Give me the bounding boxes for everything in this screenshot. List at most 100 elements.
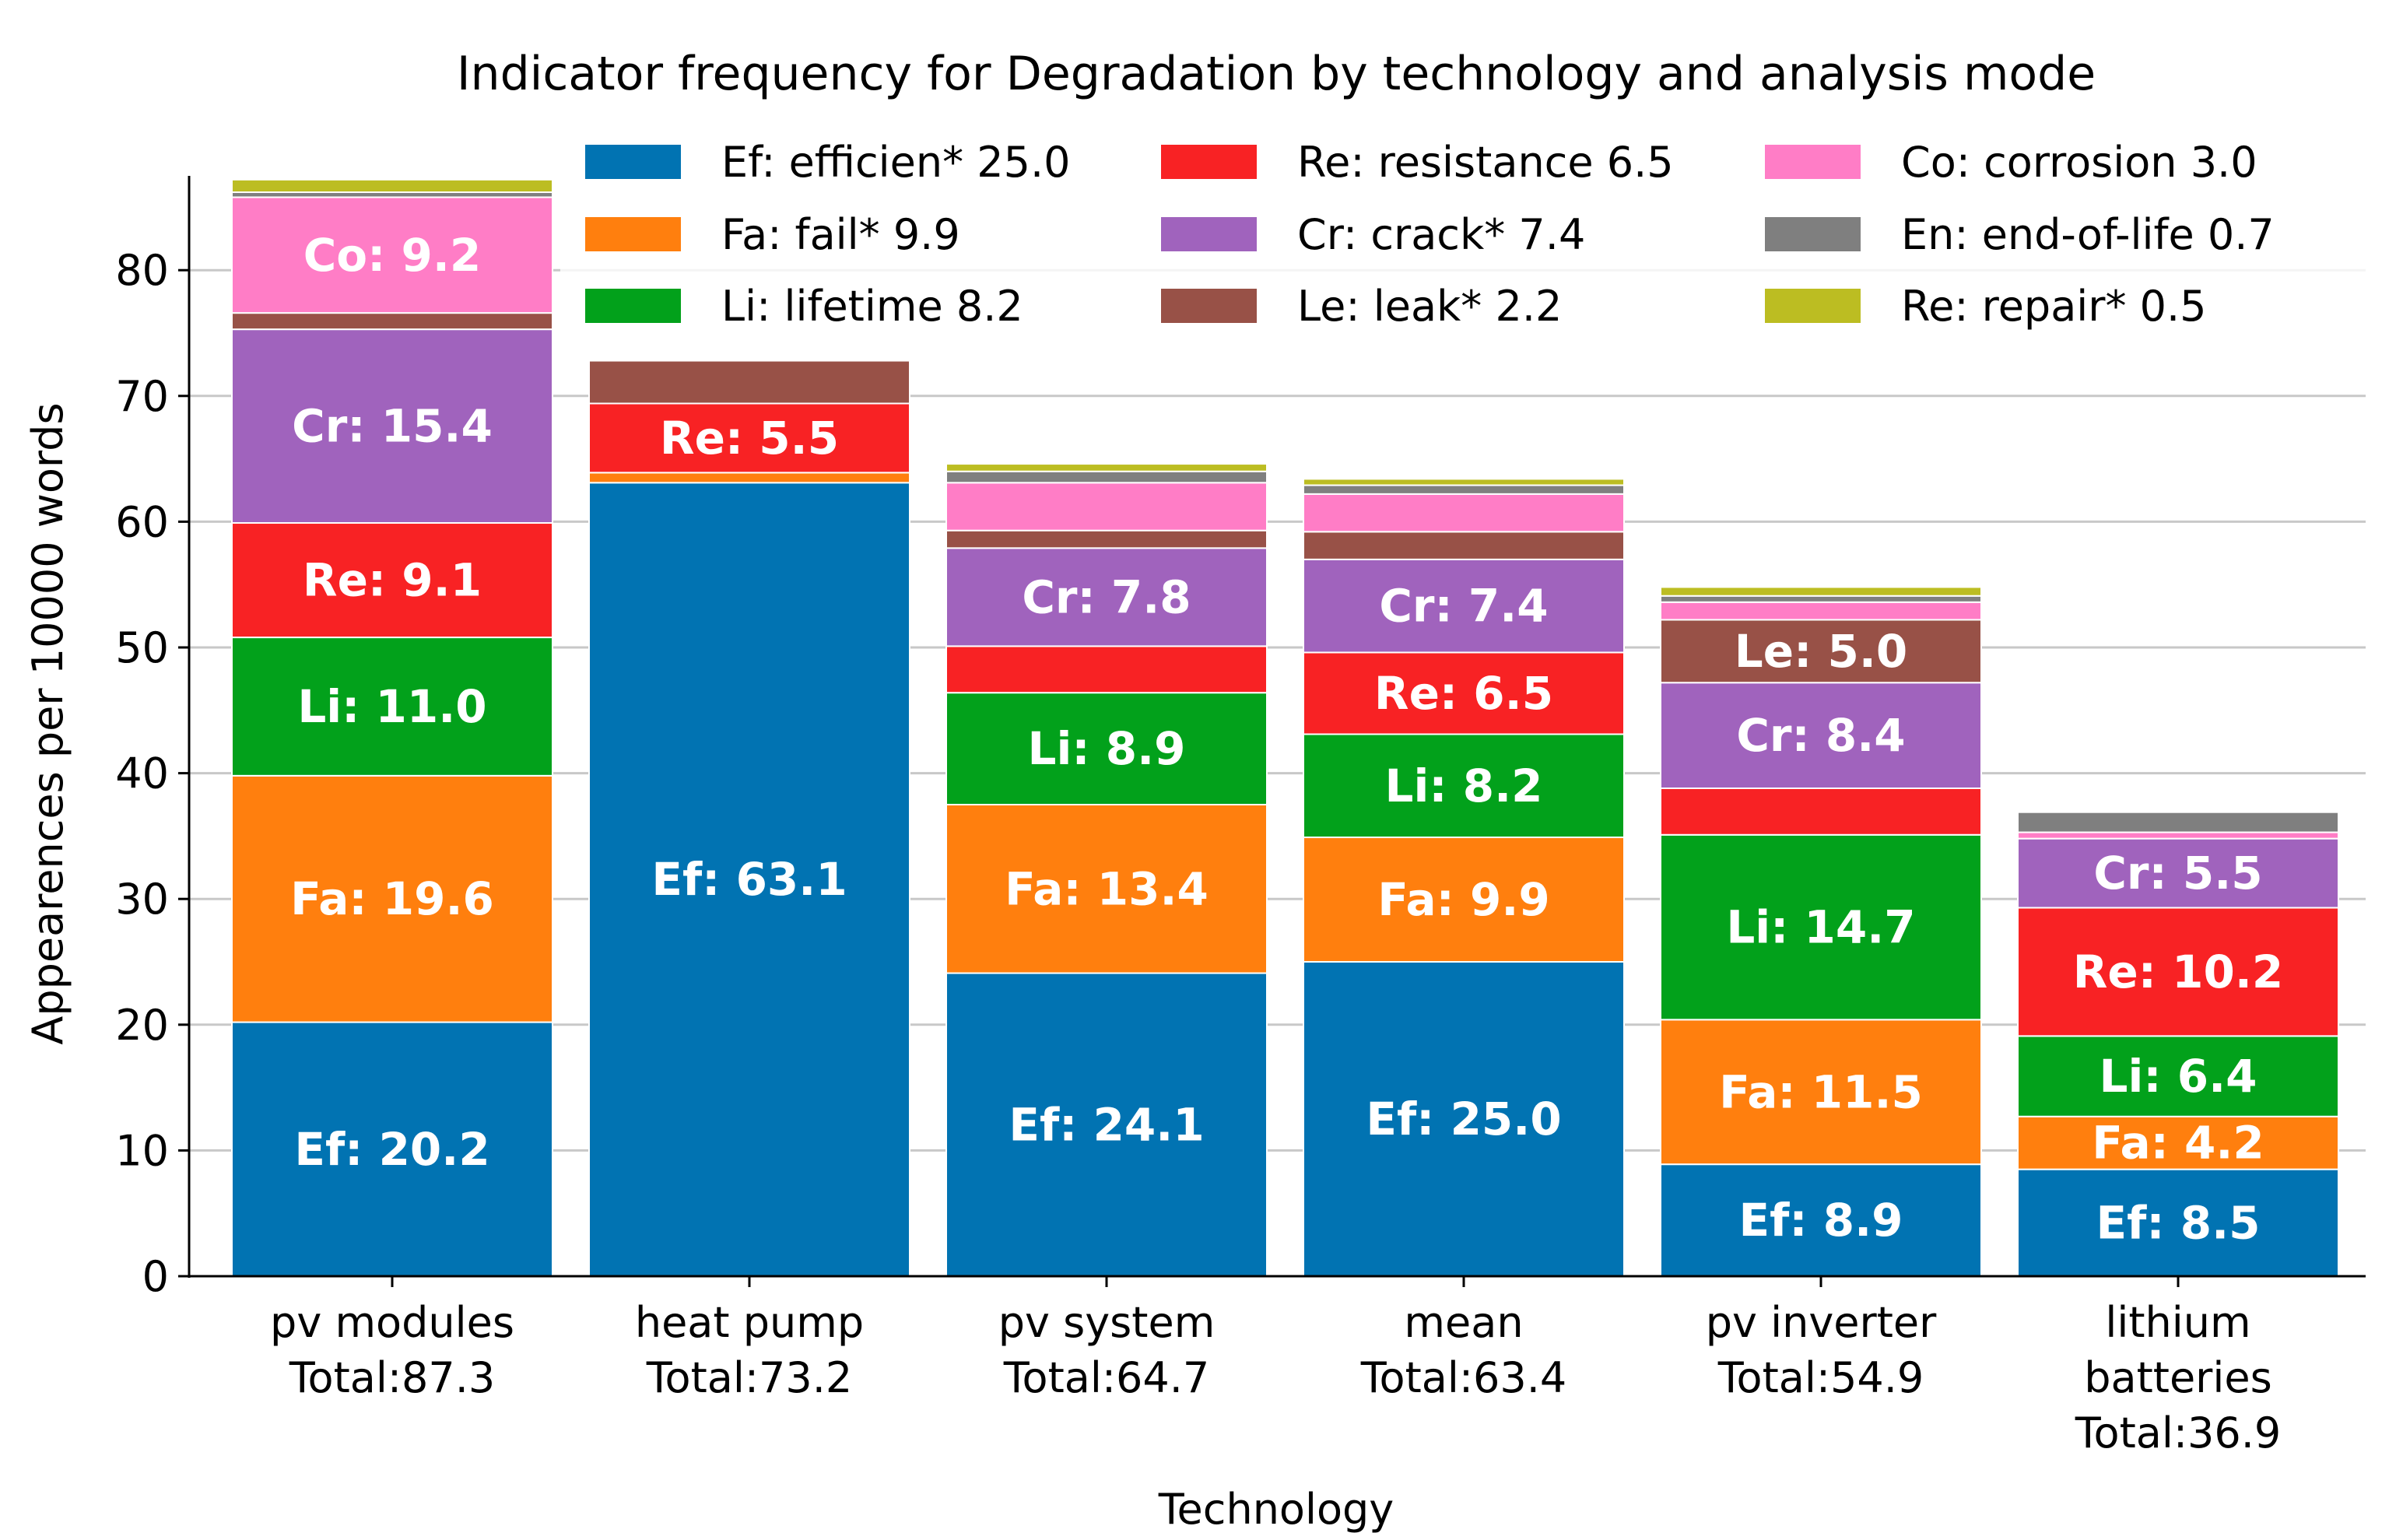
y-axis-label: Appearences per 10000 words bbox=[23, 402, 72, 1044]
bar-segment-fa bbox=[588, 472, 910, 484]
bar-value-label: Re: 5.5 bbox=[660, 412, 839, 465]
bar-value-label: Co: 9.2 bbox=[303, 229, 482, 282]
bar-segment-le bbox=[231, 312, 553, 331]
legend-label: Ef: efficien* 25.0 bbox=[721, 138, 1071, 187]
x-tick-label: lithium bbox=[2105, 1298, 2250, 1347]
bar-segment-cr bbox=[2017, 837, 2339, 909]
chart-title: Indicator frequency for Degradation by t… bbox=[457, 47, 2096, 101]
bar-segment-fa bbox=[1660, 1019, 1982, 1166]
bar-segment-co bbox=[1660, 601, 1982, 621]
legend-swatch-cr bbox=[1161, 217, 1257, 251]
bar-value-label: Cr: 7.4 bbox=[1379, 580, 1548, 633]
y-tick-label: 60 bbox=[115, 497, 169, 546]
legend-label: Le: leak* 2.2 bbox=[1297, 282, 1562, 331]
bar-value-label: Fa: 19.6 bbox=[290, 872, 494, 925]
y-tick-label: 0 bbox=[142, 1252, 169, 1301]
legend-swatch-ef bbox=[585, 145, 681, 179]
bars bbox=[231, 178, 2339, 1278]
axes bbox=[188, 176, 2366, 1278]
legend-swatch-re bbox=[1161, 145, 1257, 179]
bar-value-label: Cr: 8.4 bbox=[1736, 709, 1905, 762]
bar-segment-ef bbox=[2017, 1168, 2339, 1278]
x-tick-label: pv inverter bbox=[1706, 1298, 1937, 1347]
x-tick-label: heat pump bbox=[635, 1298, 864, 1347]
bar-value-label: Li: 8.2 bbox=[1385, 759, 1543, 812]
x-ticks: pv modules Total:87.3 heat pump Total:73.2 p… bbox=[270, 1276, 2281, 1458]
bar-value-label: Le: 5.0 bbox=[1735, 625, 1907, 678]
bar-segment-co bbox=[2017, 831, 2339, 840]
bar-value-label: Fa: 9.9 bbox=[1377, 873, 1550, 926]
bar-segment-cr bbox=[1660, 682, 1982, 789]
bar-segment-re bbox=[945, 645, 1268, 694]
x-tick-label: pv modules bbox=[270, 1298, 514, 1347]
bar-segment-co bbox=[1303, 493, 1625, 533]
x-tick-label: Total:63.4 bbox=[1360, 1353, 1567, 1402]
bar-value-label: Li: 14.7 bbox=[1726, 901, 1915, 954]
x-tick-label: Total:36.9 bbox=[2075, 1408, 2282, 1458]
y-ticks: 0 10 20 30 40 50 60 70 80 bbox=[115, 246, 189, 1301]
bar-segment-li bbox=[945, 692, 1268, 806]
bar-value-label: Cr: 5.5 bbox=[2093, 847, 2262, 900]
bar-segment-re2 bbox=[1660, 586, 1982, 597]
bar-segment-re bbox=[588, 402, 910, 474]
legend-swatch-le bbox=[1161, 289, 1257, 323]
x-tick-label: Total:73.2 bbox=[646, 1353, 853, 1402]
bar-segment-en bbox=[945, 470, 1268, 484]
y-tick-label: 50 bbox=[115, 623, 169, 672]
x-tick-label: pv system bbox=[998, 1298, 1216, 1347]
bar-value-label: Ef: 24.1 bbox=[1009, 1098, 1204, 1151]
bar-segment-fa bbox=[1303, 837, 1625, 963]
bar-segment-en bbox=[2017, 811, 2339, 833]
bar-segment-fa bbox=[2017, 1115, 2339, 1170]
bar-segment-li bbox=[2017, 1035, 2339, 1117]
bar-segment-re2 bbox=[1303, 478, 1625, 486]
bar-value-label: Ef: 20.2 bbox=[294, 1123, 489, 1176]
bar-segment-en bbox=[1303, 484, 1625, 495]
x-tick-label: Total:87.3 bbox=[289, 1353, 496, 1402]
y-tick-label: 30 bbox=[115, 875, 169, 924]
legend-label: Re: repair* 0.5 bbox=[1901, 282, 2207, 331]
bar-segment-en bbox=[1660, 595, 1982, 603]
legend-swatch-fa bbox=[585, 217, 681, 251]
bar-segment-re bbox=[2017, 907, 2339, 1037]
bar-value-label: Cr: 7.8 bbox=[1022, 570, 1191, 623]
bar-segment-li bbox=[231, 637, 553, 777]
bar-segment-le bbox=[1303, 531, 1625, 560]
bar-value-label: Fa: 13.4 bbox=[1005, 862, 1209, 915]
y-tick-label: 40 bbox=[115, 749, 169, 798]
bar-segment-re bbox=[231, 522, 553, 639]
bar-segment-co bbox=[231, 196, 553, 314]
bar-segment-co bbox=[945, 482, 1268, 531]
bar-value-label: Re: 10.2 bbox=[2073, 945, 2284, 998]
legend-label: En: end-of-life 0.7 bbox=[1901, 210, 2275, 259]
bar-segment-li bbox=[1660, 833, 1982, 1021]
legend: Ef: efficien* 25.0 Fa: fail* 9.9 Li: lifet… bbox=[560, 126, 2389, 344]
x-axis-label: Technology bbox=[1158, 1485, 1394, 1534]
bar-value-label: Li: 8.9 bbox=[1028, 722, 1186, 775]
bar-segment-ef bbox=[945, 972, 1268, 1277]
y-tick-label: 80 bbox=[115, 246, 169, 295]
x-tick-label: Total:64.7 bbox=[1003, 1353, 1210, 1402]
bar-value-label: Ef: 63.1 bbox=[651, 853, 847, 906]
bar-segment-li bbox=[1303, 733, 1625, 839]
bar-labels: Ef: 20.2 Fa: 19.6 Li: 11.0 Re: 9.1 Cr: 15.4 C… bbox=[290, 229, 2283, 1250]
bar-segment-cr bbox=[945, 547, 1268, 647]
legend-label: Cr: crack* 7.4 bbox=[1297, 210, 1585, 259]
bar-segment-re2 bbox=[231, 178, 553, 194]
bar-segment-fa bbox=[945, 804, 1268, 974]
bar-segment-fa bbox=[231, 774, 553, 1023]
legend-label: Re: resistance 6.5 bbox=[1297, 138, 1674, 187]
x-tick-label: Total:54.9 bbox=[1717, 1353, 1924, 1402]
bar-value-label: Fa: 4.2 bbox=[2092, 1117, 2264, 1170]
bar-segment-re bbox=[1303, 651, 1625, 735]
bar-value-label: Fa: 11.5 bbox=[1719, 1065, 1923, 1118]
bar-segment-cr bbox=[1303, 558, 1625, 654]
bar-value-label: Ef: 8.5 bbox=[2096, 1196, 2261, 1249]
bar-segment-le bbox=[945, 529, 1268, 549]
legend-box bbox=[560, 126, 2389, 344]
bar-segment-ef bbox=[1303, 961, 1625, 1277]
legend-label: Co: corrosion 3.0 bbox=[1901, 138, 2257, 187]
bar-segment-ef bbox=[588, 482, 910, 1277]
legend-swatch-re2 bbox=[1765, 289, 1861, 323]
